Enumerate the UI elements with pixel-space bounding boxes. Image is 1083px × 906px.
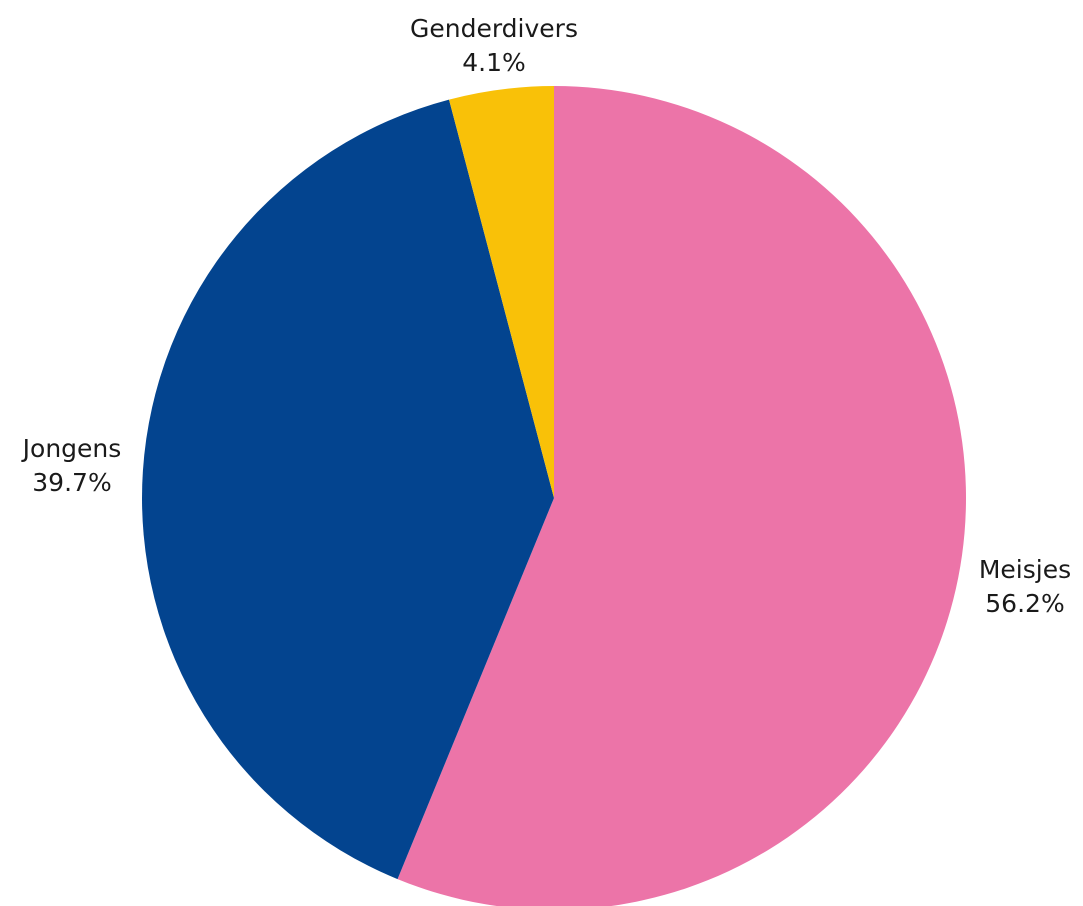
slice-label-genderdivers: Genderdivers 4.1% [410, 14, 578, 77]
pie-slice-jongens [142, 99, 554, 880]
slice-value-jongens: 39.7% [32, 468, 111, 497]
slice-name-meisjes: Meisjes [979, 555, 1071, 584]
slice-label-jongens: Jongens 39.7% [21, 434, 122, 497]
slice-value-meisjes: 56.2% [985, 589, 1064, 618]
slice-value-genderdivers: 4.1% [462, 48, 526, 77]
slice-name-genderdivers: Genderdivers [410, 14, 578, 43]
pie-labels: Meisjes 56.2% Jongens 39.7% Genderdivers 4.1% [21, 14, 1071, 618]
pie-slices [142, 86, 966, 906]
slice-label-meisjes: Meisjes 56.2% [979, 555, 1071, 618]
pie-slice-meisjes [397, 86, 966, 906]
slice-name-jongens: Jongens [21, 434, 122, 463]
pie-slice-genderdivers [449, 86, 554, 498]
